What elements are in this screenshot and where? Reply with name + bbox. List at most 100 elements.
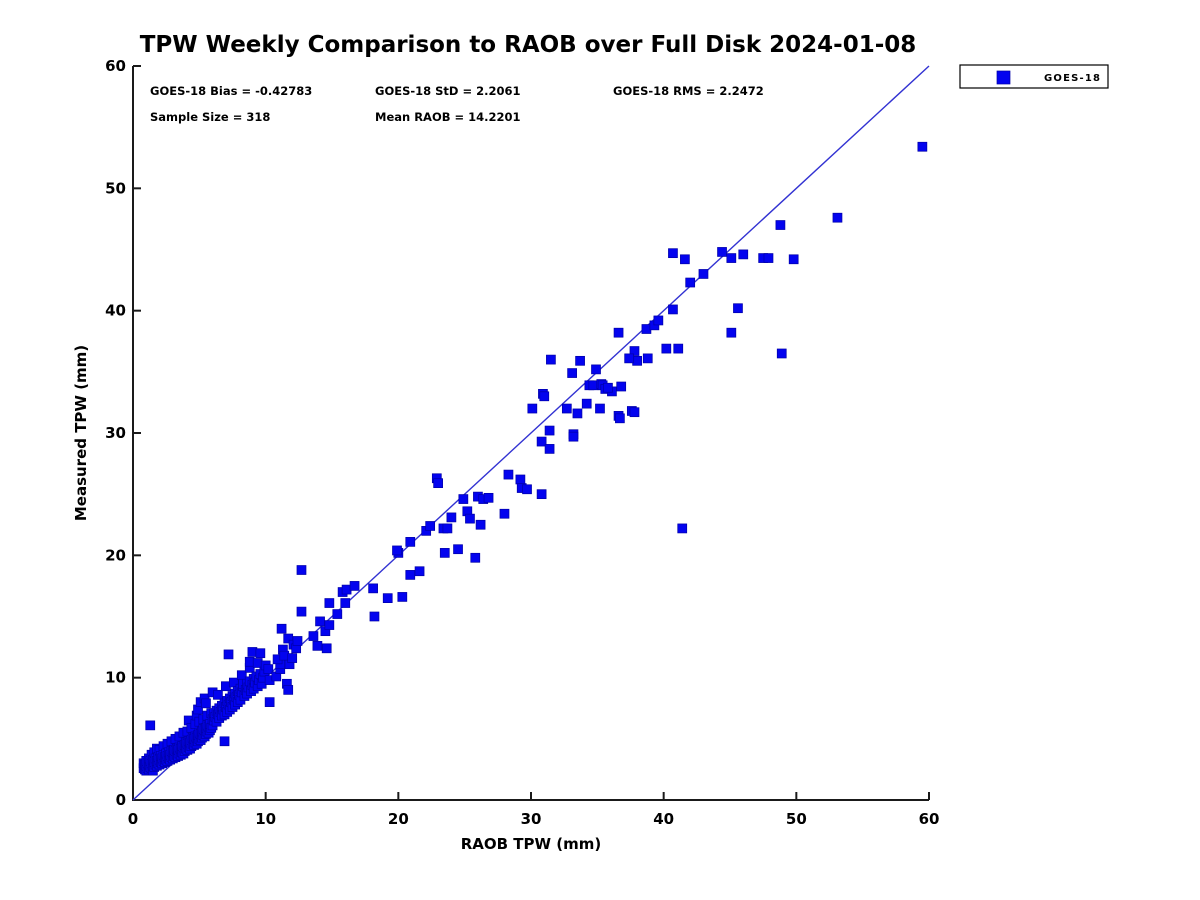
legend: GOES-18 (959, 64, 1109, 89)
scatter-point (572, 408, 583, 419)
scatter-point (775, 220, 786, 230)
scatter-point (219, 736, 230, 747)
scatter-point (453, 544, 463, 555)
scatter-point (332, 609, 343, 619)
y-tick-label: 60 (105, 57, 126, 75)
scatter-point (287, 653, 298, 663)
x-tick-label: 60 (919, 810, 940, 828)
scatter-point (544, 425, 555, 436)
scatter-point (680, 254, 690, 265)
scatter-point (264, 697, 275, 707)
scatter-point (340, 598, 351, 608)
scatter-point (624, 353, 635, 364)
scatter-point (515, 474, 526, 485)
scatter-point (312, 641, 323, 651)
scatter-point (425, 521, 436, 531)
scatter-point (546, 354, 556, 365)
scatter-point (324, 620, 335, 630)
chart-title: TPW Weekly Comparison to RAOB over Full … (140, 32, 917, 58)
x-tick-label: 30 (521, 810, 542, 828)
scatter-point (475, 519, 486, 530)
legend-marker-goes18 (996, 70, 1011, 85)
x-axis-label: RAOB TPW (mm) (461, 835, 602, 853)
scatter-point (470, 552, 481, 563)
scatter-point (832, 212, 843, 223)
scatter-point (668, 304, 678, 315)
scatter-point (603, 382, 613, 393)
stat-rms: GOES-18 RMS = 2.2472 (613, 84, 764, 98)
scatter-point (414, 566, 425, 577)
scatter-point (223, 649, 234, 660)
scatter-point (629, 407, 640, 418)
scatter-point (499, 508, 510, 519)
scatter-point (315, 616, 325, 627)
scatter-point (527, 403, 538, 414)
scatter-point (615, 413, 625, 424)
scatter-point (439, 548, 450, 558)
scatter-point (442, 523, 453, 534)
scatter-point (668, 248, 678, 259)
stat-std: GOES-18 StD = 2.2061 (375, 84, 520, 98)
scatter-point (292, 636, 303, 646)
scatter-point (321, 643, 332, 654)
scatter-point (296, 565, 307, 575)
scatter-point (433, 478, 443, 489)
scatter-point (392, 545, 402, 556)
y-tick-label: 20 (105, 546, 126, 564)
scatter-point (613, 327, 624, 338)
scatter-point (296, 606, 307, 617)
scatter-point (536, 436, 547, 447)
scatter-point (255, 648, 266, 659)
scatter-point (673, 343, 684, 354)
scatter-point (213, 689, 223, 700)
scatter-point (446, 512, 457, 523)
scatter-point (544, 444, 555, 454)
y-tick-label: 50 (105, 179, 126, 197)
y-tick-label: 30 (105, 424, 126, 442)
scatter-point (145, 720, 156, 731)
stat-bias: GOES-18 Bias = -0.42783 (150, 84, 312, 98)
scatter-point (382, 593, 393, 604)
scatter-point (788, 254, 799, 265)
scatter-point (561, 403, 572, 414)
scatter-point (503, 469, 514, 480)
scatter-point (776, 348, 787, 359)
scatter-point (324, 598, 335, 608)
scatter-point (405, 570, 416, 580)
scatter-point (567, 368, 577, 378)
scatter-point (629, 346, 640, 356)
scatter-point (591, 364, 601, 375)
scatter-point (201, 698, 211, 709)
scatter-point (368, 583, 378, 594)
scatter-point (263, 664, 274, 674)
scatter-point (917, 141, 928, 152)
scatter-point (349, 581, 360, 591)
scatter-point (738, 249, 749, 260)
x-tick-label: 10 (255, 810, 276, 828)
y-tick-label: 0 (116, 791, 126, 809)
scatter-point (717, 247, 727, 257)
scatter-point (595, 403, 605, 414)
scatter-point (522, 484, 532, 495)
scatter-point (653, 315, 664, 326)
scatter-point (575, 355, 585, 366)
scatter-point (397, 592, 408, 602)
x-tick-label: 50 (786, 810, 807, 828)
scatter-point (465, 513, 475, 524)
stat-sample-size: Sample Size = 318 (150, 110, 270, 124)
scatter-point (458, 494, 469, 504)
legend-label-goes18: GOES-18 (1044, 73, 1101, 84)
stat-mean-raob: Mean RAOB = 14.2201 (375, 110, 521, 124)
scatter-point (539, 391, 550, 402)
x-tick-label: 20 (388, 810, 409, 828)
scatter-point (276, 623, 287, 634)
scatter-point (405, 537, 416, 547)
scatter-point (661, 343, 672, 354)
y-tick-label: 10 (105, 669, 126, 687)
scatter-point (685, 277, 696, 288)
scatter-point (698, 269, 709, 279)
scatter-point (726, 253, 737, 263)
scatter-point (733, 303, 743, 314)
scatter-point (369, 611, 380, 622)
scatter-point (763, 253, 774, 263)
